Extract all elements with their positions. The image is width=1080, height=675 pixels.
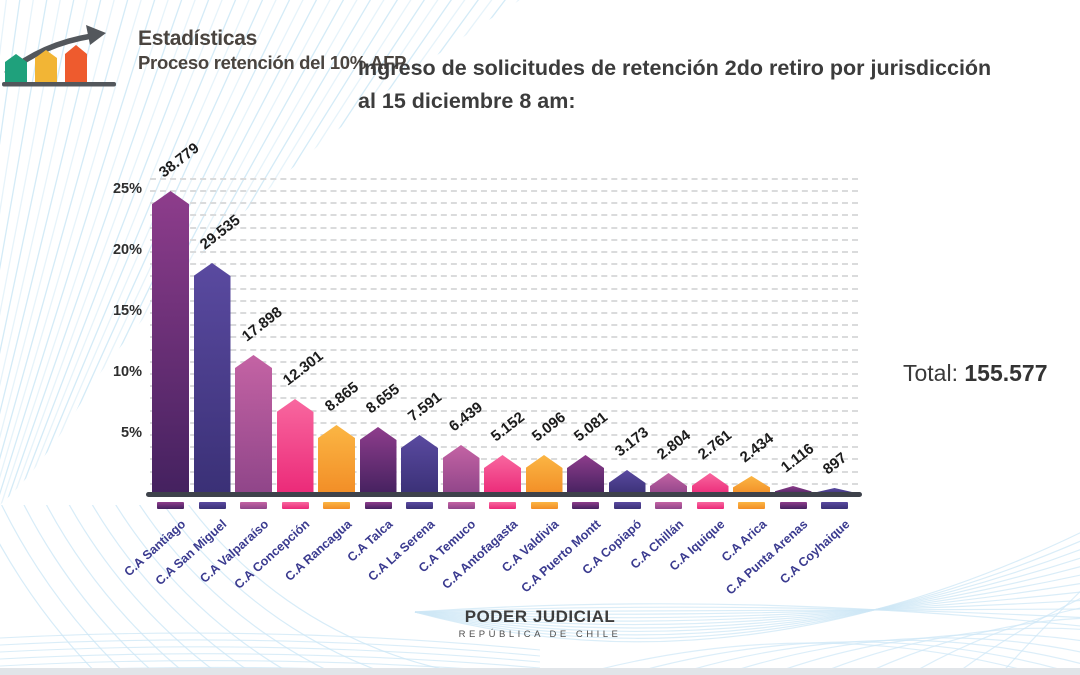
footer-org-name: PODER JUDICIAL [464,607,616,626]
bar-swatch [655,502,682,509]
gridline [150,202,858,205]
x-axis-line [146,492,862,497]
logo-baseline [2,82,116,87]
gridline [150,214,858,217]
logo-bar-orange [65,45,87,82]
total-value: 155.577 [964,360,1048,386]
bar [567,455,604,495]
y-axis-tick: 15% [112,303,142,319]
logo-text: Estadísticas Proceso retención del 10% A… [138,27,407,74]
bar-swatch [489,502,516,509]
bar-value-label: 29.535 [196,211,244,254]
bar-swatch [572,502,599,509]
page-title-line1: Ingreso de solicitudes de retención 2do … [358,56,992,80]
stats-logo-icon [2,12,122,90]
total-annotation: Total: 155.577 [903,360,1048,387]
bar [318,425,355,495]
page-title: Ingreso de solicitudes de retención 2do … [358,52,1058,119]
bar-value-label: 5.081 [570,408,611,446]
gridline [150,446,858,449]
gridline [150,348,858,351]
bar-value-label: 3.173 [611,423,652,461]
gridline [150,336,858,339]
gridline [150,251,858,253]
footer-org-subtitle: REPÚBLICA DE CHILE [458,629,622,640]
gridline [150,238,858,241]
logo-arrowhead-icon [86,25,106,45]
gridline [150,226,858,229]
bar [525,455,563,495]
bar-swatch [821,502,848,509]
y-axis-tick: 25% [112,181,142,197]
gridline [150,409,858,412]
bar-swatch [281,502,309,509]
bar [193,263,231,495]
gridline [150,434,858,436]
bar-swatch [406,502,433,509]
gridline [150,299,858,302]
bar-swatch [364,502,392,509]
bar [401,435,438,495]
bar-swatch [157,502,184,509]
bar [359,427,397,495]
bar-value-label: 6.439 [445,398,486,436]
bar-swatch [696,502,724,509]
logo-bar-yellow [35,50,57,82]
gridline [150,312,858,314]
bar [774,486,812,495]
bar [484,455,521,495]
bar-value-label: 5.152 [487,408,528,446]
gridline [150,177,858,180]
gridline [150,275,858,278]
bar [235,355,272,495]
bar-swatch [613,502,641,509]
gridline [150,421,858,424]
bar [152,191,189,495]
bar-swatch [738,502,765,509]
page-title-line2: al 15 diciembre 8 am: [358,89,576,114]
y-axis-tick: 10% [112,364,142,380]
bar-swatch [530,502,558,509]
bar-swatch [447,502,475,509]
bar-swatch [779,502,807,509]
bar [276,399,314,495]
bar-value-label: 5.096 [528,408,569,446]
bar-swatch [198,502,226,509]
bar-value-label: 897 [819,449,850,479]
bar-value-label: 7.591 [404,388,445,426]
gridline [150,397,858,400]
total-label: Total: [903,360,958,386]
gridline [150,373,858,375]
logo-title: Estadísticas [138,27,257,50]
logo-subtitle: Proceso retención del 10% AFP [138,51,407,73]
bar-swatch [240,502,267,509]
y-axis-tick: 20% [112,242,142,258]
bar-swatch [323,502,350,509]
gridline [150,190,858,192]
gridline [150,324,858,327]
bar-value-label: 12.301 [279,347,327,390]
bar [816,488,853,495]
logo-bar-teal [5,54,27,82]
gridline [150,263,858,266]
y-axis-tick: 5% [121,425,142,441]
gridline [150,360,858,363]
gridline [150,385,858,388]
bar-value-label: 38.779 [155,139,203,182]
footer: PODER JUDICIAL REPÚBLICA DE CHILE [0,607,1080,640]
gridline [150,287,858,290]
bar [442,445,480,495]
